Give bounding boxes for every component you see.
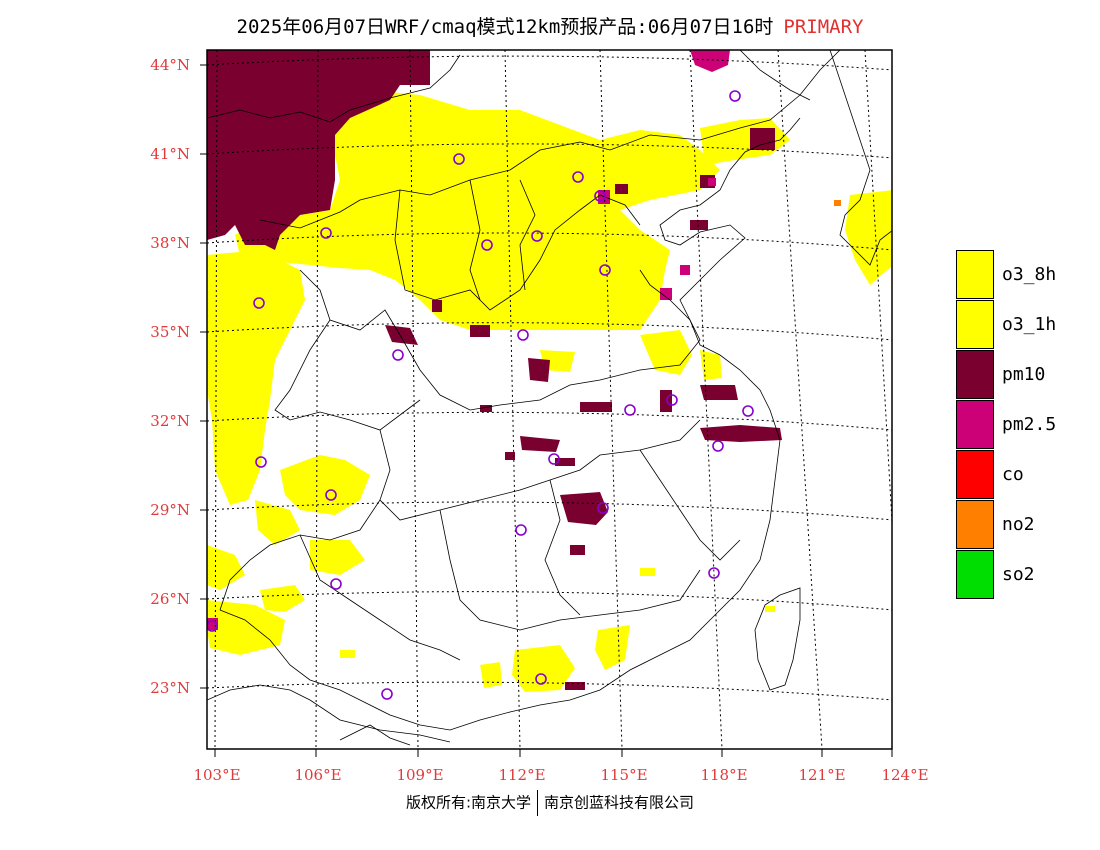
legend-label: co [1002, 463, 1024, 485]
legend-item-co: co [956, 449, 1056, 499]
legend-item-so2: so2 [956, 549, 1056, 599]
legend-swatch [956, 299, 994, 349]
lat-label-35: 35°N [150, 323, 190, 341]
legend-swatch [956, 349, 994, 399]
pm25-region-layer [207, 50, 730, 630]
map-title: 2025年06月07日WRF/cmaq模式12km预报产品:06月07日16时 P… [0, 12, 1100, 39]
legend-swatch [956, 249, 994, 299]
legend-swatch [956, 449, 994, 499]
title-mode: PRIMARY [783, 16, 864, 38]
legend-item-pm25: pm2.5 [956, 399, 1056, 449]
copyright-right: 南京创蓝科技有限公司 [544, 793, 695, 812]
lon-label-112: 112°E [498, 766, 546, 784]
legend-swatch [956, 549, 994, 599]
lon-label-103: 103°E [193, 766, 241, 784]
legend-item-no2: no2 [956, 499, 1056, 549]
legend-item-o3-8h: o3_8h [956, 249, 1056, 299]
pm10-region-layer [207, 50, 782, 690]
province-boundaries [207, 50, 892, 746]
copyright-footer: 版权所有:南京大学 南京创蓝科技有限公司 [0, 790, 1100, 816]
legend-label: o3_8h [1002, 263, 1057, 285]
lon-label-124: 124°E [881, 766, 929, 784]
lon-label-109: 109°E [396, 766, 444, 784]
footer-separator [537, 790, 539, 816]
title-main: 2025年06月07日WRF/cmaq模式12km预报产品:06月07日16时 [236, 16, 774, 38]
legend-swatch [956, 499, 994, 549]
lat-label-26: 26°N [150, 590, 190, 608]
legend-item-pm10: pm10 [956, 349, 1056, 399]
legend-label: pm2.5 [1002, 413, 1057, 435]
station-markers [207, 90, 754, 700]
legend-label: no2 [1002, 513, 1035, 535]
pollutant-legend: o3_8h o3_1h pm10 pm2.5 co no2 so2 [956, 249, 1056, 599]
lon-label-115: 115°E [600, 766, 648, 784]
lat-label-38: 38°N [150, 234, 190, 252]
lat-label-44: 44°N [150, 56, 190, 74]
lon-label-121: 121°E [798, 766, 846, 784]
legend-item-o3-1h: o3_1h [956, 299, 1056, 349]
map-frame [206, 49, 893, 750]
legend-label: so2 [1002, 563, 1035, 585]
legend-swatch [956, 399, 994, 449]
legend-label: o3_1h [1002, 313, 1057, 335]
lat-label-23: 23°N [150, 679, 190, 697]
copyright-left: 版权所有:南京大学 [405, 793, 532, 812]
axis-ticks [200, 64, 893, 757]
lat-label-29: 29°N [150, 501, 190, 519]
graticule [207, 50, 892, 749]
o3-region-layer [207, 85, 892, 692]
lon-label-106: 106°E [294, 766, 342, 784]
no2-region-layer [834, 200, 841, 206]
legend-label: pm10 [1002, 363, 1046, 385]
lon-label-118: 118°E [700, 766, 748, 784]
lat-label-41: 41°N [150, 145, 190, 163]
lat-label-32: 32°N [150, 412, 190, 430]
